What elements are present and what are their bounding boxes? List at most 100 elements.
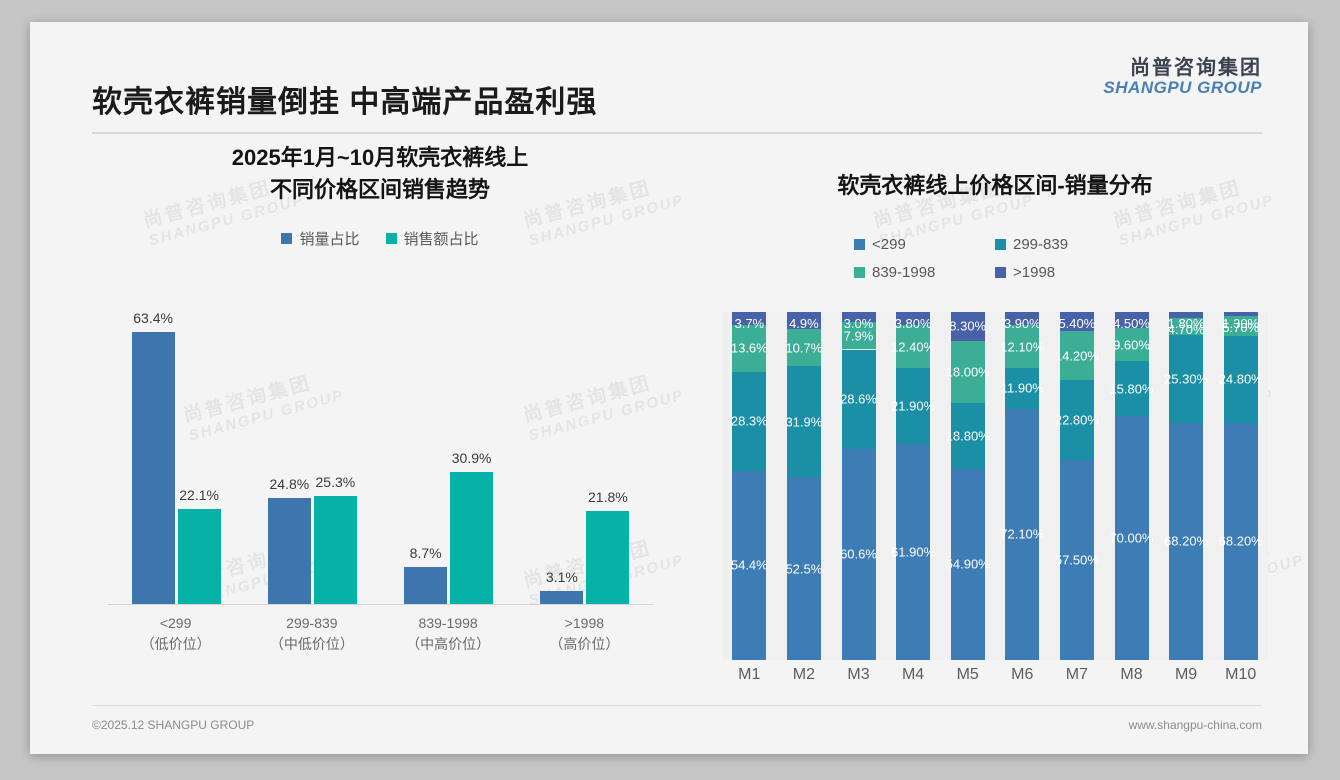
stack-value-label: 54.4% — [730, 557, 768, 573]
stacked-bar-M7[interactable]: 57.50% 22.80% 14.20% 5.40% — [1055, 312, 1099, 660]
legend-item-299-839[interactable]: 299-839 — [995, 236, 1136, 253]
stack-value-label: 3.80% — [894, 315, 932, 331]
x-axis-label: 839-1998 （中高价位） — [385, 613, 511, 656]
bar-fill — [586, 510, 630, 604]
left-chart-axis — [107, 603, 653, 605]
legend-item-0[interactable]: 销量占比 — [281, 228, 360, 249]
header-divider — [92, 132, 1262, 134]
stack-segment-299-839: 15.80% — [1109, 361, 1154, 417]
stack-segment-<299: 70.00% — [1109, 416, 1154, 660]
bar-销售额占比-<299[interactable]: 22.1% — [177, 487, 221, 604]
stack-segment->1998: 3.7% — [732, 311, 767, 331]
legend-item->1998[interactable]: >1998 — [995, 264, 1136, 281]
stack-segment-839-1998: 10.7% — [785, 328, 823, 367]
x-axis-label: 299-839 （中低价位） — [249, 613, 375, 656]
stacked-bar-M3[interactable]: 60.6% 28.6% 7.9% 3.0% — [840, 311, 877, 660]
left-chart-title: 2025年1月~10月软壳衣裤线上 不同价格区间销售趋势 — [70, 142, 690, 206]
stack-value-label: 4.50% — [1113, 316, 1150, 332]
stack-segment->1998: 4.9% — [786, 311, 821, 331]
bar-销售额占比-839-1998[interactable]: 30.9% — [450, 450, 494, 604]
legend-swatch-icon — [995, 238, 1006, 250]
stack-segment-839-1998: 9.60% — [1113, 327, 1150, 362]
stack-value-label: 5.70% — [1222, 320, 1260, 336]
stack-value-label: 7.9% — [843, 328, 874, 344]
legend-item-<299[interactable]: <299 — [854, 236, 995, 253]
right-chart-x-labels: M1 M2 M3 M4 M5 M6 M7 M8 M9 M10 — [722, 666, 1268, 696]
footer-website: www.shangpu-china.com — [1128, 718, 1262, 732]
stack-value-label: 1.30% — [1222, 315, 1260, 331]
stack-value-label: 1.80% — [1167, 315, 1205, 331]
bar-销量占比-839-1998[interactable]: 8.7% — [404, 545, 448, 604]
stacked-bar-M9[interactable]: 68.20% 25.30% 4.70% 1.80% — [1164, 311, 1208, 660]
stack-value-label: 10.7% — [785, 340, 823, 356]
stack-segment-839-1998: 13.6% — [731, 324, 768, 373]
stacked-bar-M8[interactable]: 70.00% 15.80% 9.60% 4.50% — [1109, 312, 1154, 660]
bar-group: 3.1% 21.8% — [521, 269, 647, 604]
bar-value-label: 30.9% — [451, 449, 492, 466]
x-axis-label-M8: M8 — [1120, 665, 1143, 683]
slide-card: 软壳衣裤销量倒挂 中高端产品盈利强 尚普咨询集团 SHANGPU GROUP 尚… — [30, 22, 1308, 754]
stack-value-label: 15.80% — [1109, 381, 1154, 397]
bar-value-label: 24.8% — [269, 475, 310, 492]
bar-fill — [540, 590, 584, 604]
x-axis-label-range: >1998 — [564, 614, 605, 631]
legend-swatch-icon — [995, 266, 1006, 278]
bar-fill — [450, 471, 494, 604]
bar-销量占比->1998[interactable]: 3.1% — [540, 569, 584, 604]
legend-swatch-icon — [854, 238, 865, 250]
stack-value-label: 3.90% — [1003, 315, 1041, 331]
stack-segment-<299: 54.4% — [730, 470, 768, 660]
x-axis-label-M4: M4 — [901, 665, 925, 683]
stacked-bar-M10[interactable]: 68.20% 24.80% 5.70% 1.30% — [1219, 311, 1263, 660]
stack-value-label: 31.9% — [785, 414, 823, 430]
right-chart-panel: 软壳衣裤线上价格区间-销量分布 <299 299-839 839-1998 >1998… — [695, 142, 1295, 712]
x-axis-label-M2: M2 — [792, 665, 815, 683]
legend-item-1[interactable]: 销售额占比 — [385, 228, 479, 249]
legend-label: <299 — [872, 235, 906, 253]
stack-segment-<299: 52.5% — [785, 477, 822, 660]
stack-segment-<299: 60.6% — [840, 449, 877, 660]
legend-label: >1998 — [1013, 263, 1056, 281]
bar-销售额占比->1998[interactable]: 21.8% — [586, 489, 630, 604]
stack-segment->1998: 3.80% — [895, 311, 932, 331]
x-axis-label-M9: M9 — [1174, 665, 1198, 683]
stack-value-label: 25.30% — [1164, 371, 1209, 387]
stack-segment-839-1998: 12.10% — [1000, 325, 1044, 368]
stack-segment-<299: 57.50% — [1055, 459, 1099, 660]
stack-segment->1998: 1.80% — [1168, 311, 1205, 331]
stack-segment-299-839: 18.80% — [946, 403, 990, 469]
stack-segment->1998: 1.30% — [1222, 311, 1259, 331]
stack-value-label: 4.70% — [1167, 322, 1205, 338]
stack-segment->1998: 4.50% — [1113, 312, 1150, 332]
stack-value-label: 12.10% — [1000, 339, 1045, 355]
bar-销售额占比-299-839[interactable]: 25.3% — [313, 474, 357, 604]
bar-value-label: 8.7% — [409, 544, 442, 561]
bar-fill — [313, 495, 357, 604]
stacked-bar-M2[interactable]: 52.5% 31.9% 10.7% 4.9% — [785, 311, 823, 660]
brand-logo: 尚普咨询集团 SHANGPU GROUP — [1103, 58, 1262, 97]
stack-segment-299-839: 25.30% — [1164, 334, 1208, 423]
legend-swatch-icon — [281, 232, 293, 244]
stack-value-label: 28.6% — [840, 391, 877, 407]
stacked-bar-M4[interactable]: 61.90% 21.90% 12.40% 3.80% — [891, 311, 935, 660]
left-chart-plot: 63.4% 22.1% 24.8% 25.3% 8.7% 30.9% 3.1% 21.8% — [107, 269, 653, 605]
stack-segment-<299: 72.10% — [1000, 408, 1044, 660]
x-axis-label-tier: （中高价位） — [406, 636, 491, 653]
stack-segment-299-839: 28.6% — [840, 349, 877, 450]
stacked-bar-M1[interactable]: 54.4% 28.3% 13.6% 3.7% — [730, 311, 768, 660]
bar-fill — [177, 508, 221, 604]
stack-segment-839-1998: 5.70% — [1222, 316, 1260, 337]
bar-value-label: 3.1% — [545, 568, 578, 585]
stack-value-label: 68.20% — [1218, 533, 1263, 549]
stack-segment-839-1998: 14.20% — [1055, 331, 1099, 381]
stacked-bar-M6[interactable]: 72.10% 11.90% 12.10% 3.90% — [1000, 311, 1044, 660]
stacked-bar-M5[interactable]: 54.90% 18.80% 18.00% 8.30% — [946, 311, 990, 660]
bar-销量占比-<299[interactable]: 63.4% — [131, 310, 175, 604]
bar-value-label: 25.3% — [315, 473, 356, 490]
x-axis-label: >1998 （高价位） — [521, 613, 647, 656]
bar-销量占比-299-839[interactable]: 24.8% — [267, 476, 311, 604]
legend-item-839-1998[interactable]: 839-1998 — [854, 264, 995, 281]
logo-text-cn: 尚普咨询集团 — [1130, 57, 1262, 79]
right-chart-title: 软壳衣裤线上价格区间-销量分布 — [837, 173, 1153, 198]
